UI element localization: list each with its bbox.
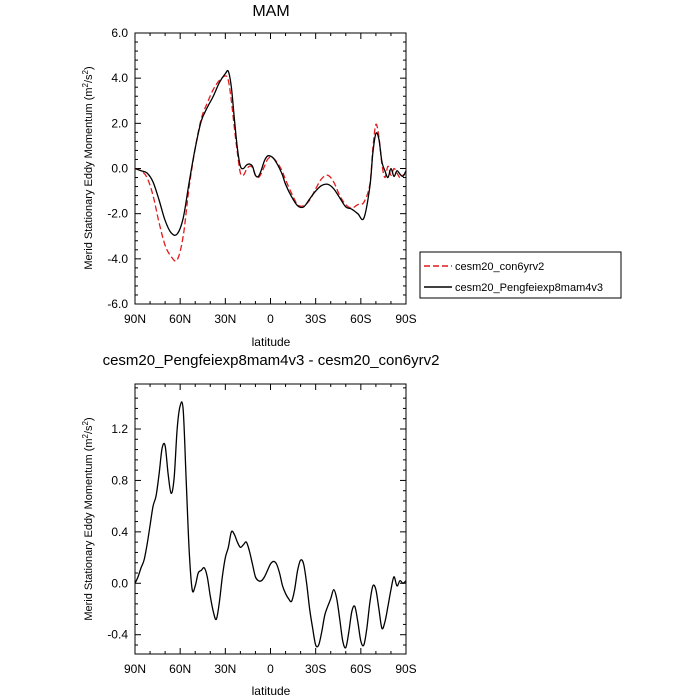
top-y-axis-label: Merid Stationary Eddy Momentum (m2/s2) bbox=[81, 66, 95, 269]
y-tick-label: 0.0 bbox=[111, 576, 128, 590]
y-tick-label: -0.4 bbox=[107, 628, 128, 642]
x-tick-label: 0 bbox=[267, 662, 274, 676]
y-tick-label: 0.8 bbox=[111, 473, 128, 487]
x-tick-label: 30S bbox=[305, 662, 326, 676]
x-tick-label: 0 bbox=[267, 312, 274, 326]
x-tick-label: 30N bbox=[214, 312, 236, 326]
top-plot-frame bbox=[134, 32, 407, 305]
x-tick-label: 90N bbox=[124, 312, 146, 326]
legend-box bbox=[419, 251, 622, 299]
bottom-plot-frame bbox=[134, 383, 407, 655]
y-tick-label: 4.0 bbox=[111, 71, 128, 85]
y-tick-label: 1.2 bbox=[111, 422, 128, 436]
legend: cesm20_con6yrv2 cesm20_Pengfeiexp8mam4v3 bbox=[419, 251, 622, 299]
legend-label-pengfei: cesm20_Pengfeiexp8mam4v3 bbox=[455, 282, 603, 294]
series-line-difference bbox=[134, 401, 407, 649]
y-tick-label: 6.0 bbox=[111, 26, 128, 40]
legend-label-con6yrv2: cesm20_con6yrv2 bbox=[455, 261, 544, 273]
y-tick-label: -6.0 bbox=[107, 297, 128, 311]
bottom-chart-title: cesm20_Pengfeiexp8mam4v3 - cesm20_con6yr… bbox=[103, 352, 440, 369]
top-chart-title: MAM bbox=[252, 3, 289, 20]
x-tick-label: 60S bbox=[350, 312, 371, 326]
x-tick-label: 60N bbox=[169, 312, 191, 326]
top-panel: MAM latitude Merid Stationary Eddy Momen… bbox=[81, 3, 417, 349]
top-x-axis-label: latitude bbox=[252, 335, 291, 349]
series-line-cesm20_Pengfeiexp8mam4v3 bbox=[134, 69, 407, 236]
y-tick-label: 0.4 bbox=[111, 525, 128, 539]
y-tick-label: -2.0 bbox=[107, 207, 128, 221]
y-tick-label: 2.0 bbox=[111, 116, 128, 130]
bottom-panel: cesm20_Pengfeiexp8mam4v3 - cesm20_con6yr… bbox=[81, 352, 439, 698]
x-tick-label: 60S bbox=[350, 662, 371, 676]
x-tick-label: 90N bbox=[124, 662, 146, 676]
y-tick-label: 0.0 bbox=[111, 162, 128, 176]
x-tick-label: 30N bbox=[214, 662, 236, 676]
x-tick-label: 30S bbox=[305, 312, 326, 326]
y-tick-label: -4.0 bbox=[107, 252, 128, 266]
bottom-x-axis-label: latitude bbox=[252, 684, 291, 698]
x-tick-label: 90S bbox=[395, 662, 416, 676]
x-tick-label: 90S bbox=[395, 312, 416, 326]
series-line-cesm20_con6yrv2 bbox=[134, 75, 407, 262]
x-tick-label: 60N bbox=[169, 662, 191, 676]
bottom-y-axis-label: Merid Stationary Eddy Momentum (m2/s2) bbox=[81, 417, 95, 620]
